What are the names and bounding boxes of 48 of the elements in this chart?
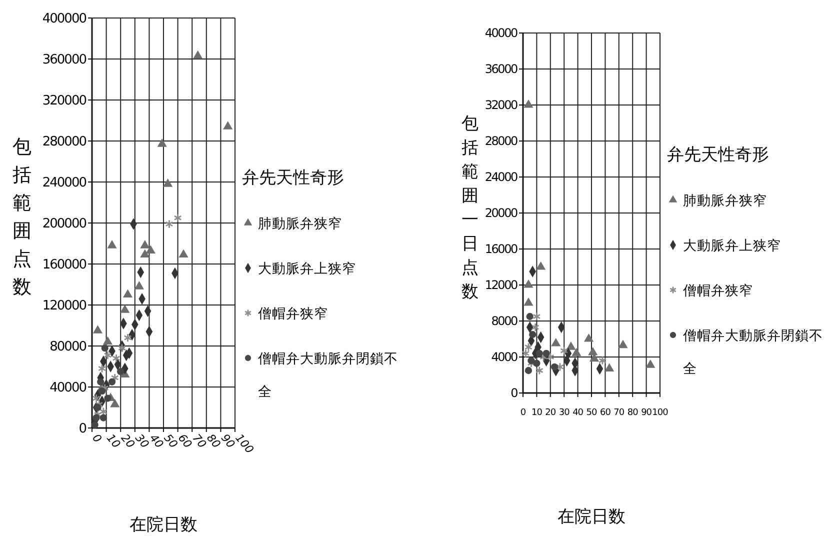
y-axis-title: 包括範囲一日点数 bbox=[462, 114, 478, 302]
y-tick-label: 4000 bbox=[491, 350, 518, 364]
y-tick-label: 200000 bbox=[42, 216, 87, 232]
text: 僧帽弁大動脈弁閉鎖不全 bbox=[683, 328, 823, 377]
y-tick-label: 8000 bbox=[491, 314, 518, 328]
x-tick-label: 70 bbox=[614, 408, 625, 418]
x-axis-title: 在院日数 bbox=[130, 515, 198, 535]
y-tick-label: 320000 bbox=[42, 94, 87, 109]
y-tick-label: 280000 bbox=[42, 134, 87, 150]
text: 僧帽弁大動脈弁閉鎖不全 bbox=[258, 351, 398, 400]
y-tick-label: 0 bbox=[78, 422, 87, 437]
y-tick-label: 12000 bbox=[484, 278, 518, 292]
legend-label: 肺動脈弁狭窄 bbox=[258, 216, 342, 232]
y-tick-label: 20000 bbox=[484, 206, 518, 220]
x-tick-label: 50 bbox=[586, 408, 598, 418]
legend-label: 僧帽弁狭窄 bbox=[683, 283, 753, 299]
legend-title: 弁先天性奇形 bbox=[667, 145, 769, 165]
y-tick-label: 400000 bbox=[42, 12, 87, 27]
y-tick-label: 360000 bbox=[42, 52, 87, 68]
y-tick-label: 28000 bbox=[484, 134, 518, 148]
legend-label: 肺動脈弁狭窄 bbox=[683, 193, 767, 209]
y-tick-label: 16000 bbox=[484, 242, 518, 256]
y-tick-label: 32000 bbox=[484, 98, 518, 112]
x-tick-label: 10 bbox=[531, 408, 543, 418]
x-tick-label: 60 bbox=[600, 408, 612, 418]
legend-label: 僧帽弁狭窄 bbox=[258, 306, 328, 322]
y-tick-label: 160000 bbox=[42, 258, 87, 273]
x-tick-label: 80 bbox=[627, 408, 639, 418]
y-tick-label: 40000 bbox=[50, 380, 87, 396]
x-tick-label: 90 bbox=[641, 408, 652, 418]
y-tick-label: 0 bbox=[510, 386, 518, 400]
y-axis-title: 包括範囲点数 bbox=[12, 136, 32, 298]
y-tick-label: 240000 bbox=[42, 176, 87, 191]
y-tick-label: 40000 bbox=[484, 26, 518, 40]
x-tick-label: 0 bbox=[520, 408, 526, 418]
y-tick-label: 36000 bbox=[484, 62, 518, 76]
x-tick-label: 20 bbox=[545, 408, 556, 418]
x-tick-label: 40 bbox=[572, 408, 584, 418]
x-tick-label: 0 bbox=[90, 432, 104, 446]
legend-label: 大動脈弁上狭窄 bbox=[258, 261, 356, 277]
y-tick-label: 120000 bbox=[42, 298, 87, 314]
x-axis-title: 在院日数 bbox=[558, 507, 626, 527]
legend-title: 弁先天性奇形 bbox=[242, 168, 344, 188]
legend-label: 大動脈弁上狭窄 bbox=[683, 238, 781, 254]
x-tick-label: 100 bbox=[652, 408, 669, 418]
x-tick-label: 30 bbox=[558, 408, 570, 418]
y-tick-label: 24000 bbox=[484, 170, 518, 184]
y-tick-label: 80000 bbox=[50, 340, 87, 355]
